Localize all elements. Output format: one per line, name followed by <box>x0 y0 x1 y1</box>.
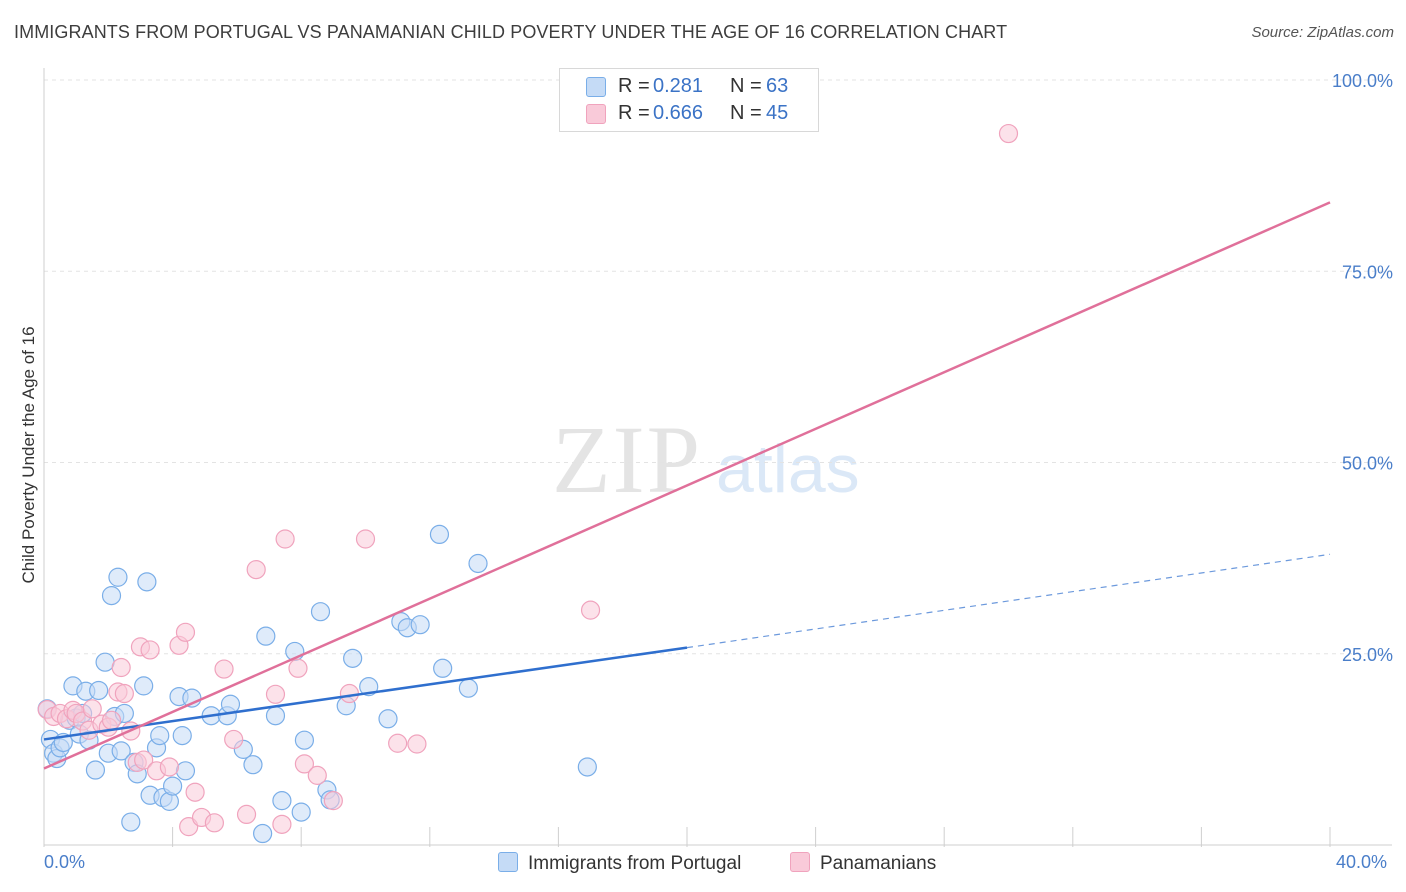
data-point <box>291 802 311 822</box>
x-tick-max: 40.0% <box>1336 852 1388 872</box>
chart-title: IMMIGRANTS FROM PORTUGAL VS PANAMANIAN C… <box>14 22 1008 42</box>
watermark-zip: ZIP <box>552 406 702 513</box>
data-point <box>378 709 398 729</box>
legend-swatch-panamanians <box>586 104 606 124</box>
legend: R = 0.281 N = 63 R = 0.666 N = 45 <box>559 68 819 132</box>
data-point <box>256 626 276 646</box>
data-point <box>204 813 224 833</box>
data-point <box>458 678 478 698</box>
y-ticks: 25.0% 50.0% 75.0% 100.0% <box>1332 71 1393 665</box>
data-point <box>265 706 286 726</box>
data-point <box>580 600 601 620</box>
watermark-atlas: atlas <box>716 431 860 507</box>
data-point <box>101 586 122 606</box>
data-point <box>253 823 273 844</box>
data-points <box>37 123 1019 844</box>
data-point <box>407 734 427 754</box>
data-point <box>111 657 131 678</box>
data-point <box>288 658 308 678</box>
data-point <box>137 572 157 592</box>
data-point <box>159 757 179 777</box>
data-point <box>175 622 196 642</box>
data-point <box>355 529 376 549</box>
data-point <box>429 524 450 545</box>
data-point <box>172 726 192 746</box>
data-point <box>246 559 266 580</box>
trend-line-panamanians <box>43 201 1331 770</box>
data-point <box>339 683 360 704</box>
data-point <box>82 699 102 719</box>
legend-r-label: R = <box>618 75 650 97</box>
data-point <box>998 123 1019 144</box>
data-point <box>185 782 205 802</box>
trend-line-portugal-extension <box>686 553 1331 649</box>
x-tick-min: 0.0% <box>44 852 86 872</box>
bottom-legend-portugal: Immigrants from Portugal <box>498 852 741 875</box>
trend-lines <box>43 201 1331 770</box>
data-point <box>275 529 295 549</box>
data-point <box>294 754 315 774</box>
data-point <box>111 741 131 761</box>
data-point <box>468 553 488 574</box>
data-point <box>85 760 106 780</box>
data-point <box>108 567 128 587</box>
legend-r-value: 0.281 <box>653 75 704 97</box>
legend-n-value: 63 <box>766 75 789 97</box>
legend-r-value: 0.666 <box>653 102 704 124</box>
data-point <box>101 710 122 730</box>
bottom-legend-panamanians: Panamanians <box>790 852 936 875</box>
bottom-legend-swatch-panamanians <box>790 852 810 872</box>
y-tick-label: 75.0% <box>1342 262 1393 282</box>
data-point <box>323 791 343 811</box>
watermark: ZIP atlas <box>552 406 860 513</box>
source-label: Source: ZipAtlas.com <box>1251 24 1394 41</box>
bottom-legend-label-portugal: Immigrants from Portugal <box>528 853 742 874</box>
data-point <box>310 602 331 622</box>
series-panamanians-points <box>37 123 1019 837</box>
data-point <box>134 676 154 696</box>
y-tick-label: 25.0% <box>1342 645 1393 665</box>
data-point <box>224 729 244 750</box>
data-point <box>265 684 286 704</box>
legend-swatch-portugal <box>586 77 606 97</box>
data-point <box>95 652 115 672</box>
legend-n-label: N = <box>730 102 762 124</box>
trend-line-portugal <box>43 646 688 741</box>
data-point <box>236 804 257 825</box>
data-point <box>359 677 379 697</box>
data-point <box>214 659 234 679</box>
data-point <box>433 658 453 678</box>
data-point <box>272 791 292 811</box>
data-point <box>175 761 196 781</box>
data-point <box>220 694 241 714</box>
data-point <box>140 640 160 660</box>
data-point <box>577 757 597 777</box>
grid <box>44 79 1392 655</box>
data-point <box>243 755 263 775</box>
data-point <box>388 733 408 753</box>
data-point <box>150 726 170 746</box>
bottom-legend-swatch-portugal <box>498 852 518 872</box>
data-point <box>89 680 109 701</box>
data-point <box>163 776 183 796</box>
y-tick-label: 50.0% <box>1342 454 1393 474</box>
data-point <box>410 615 430 635</box>
data-point <box>134 750 154 770</box>
y-tick-label: 100.0% <box>1332 71 1393 91</box>
data-point <box>307 765 327 785</box>
bottom-legend-label-panamanians: Panamanians <box>820 853 937 874</box>
data-point <box>272 814 292 834</box>
data-point <box>294 730 315 750</box>
data-point <box>121 812 141 832</box>
legend-r-label: R = <box>618 102 650 124</box>
legend-n-value: 45 <box>766 102 789 124</box>
data-point <box>114 683 134 704</box>
legend-n-label: N = <box>730 75 762 97</box>
data-point <box>343 648 363 668</box>
